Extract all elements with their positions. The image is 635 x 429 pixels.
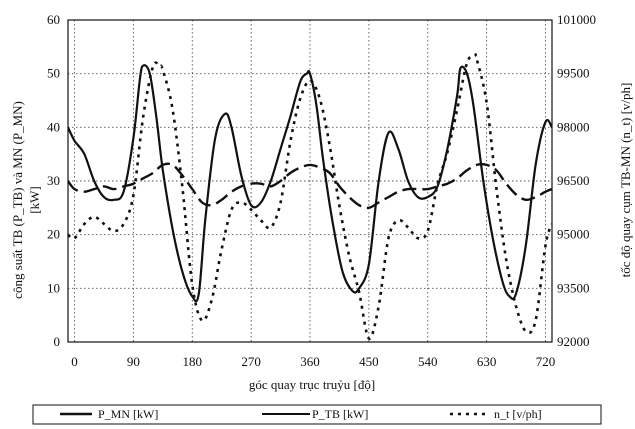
y-right-tick-label: 98000 (557, 119, 590, 134)
legend-label-n-t: n_t [v/ph] (494, 407, 542, 421)
x-tick-label: 90 (127, 354, 140, 369)
y-left-tick-label: 40 (47, 119, 60, 134)
y-left-tick-label: 0 (54, 334, 61, 349)
y-left-tick-label: 50 (47, 66, 60, 81)
x-axis-label: góc quay trục truỷu [độ] (249, 377, 375, 392)
x-tick-label: 270 (241, 354, 261, 369)
y-right-tick-label: 99500 (557, 66, 590, 81)
y-right-tick-label: 93500 (557, 280, 590, 295)
x-tick-label: 450 (359, 354, 379, 369)
legend-box (32, 404, 602, 425)
y-right-tick-label: 96500 (557, 173, 590, 188)
x-tick-label: 360 (300, 354, 320, 369)
y-right-tick-label: 101000 (557, 12, 596, 27)
x-tick-label: 630 (477, 354, 497, 369)
y-right-tick-label: 92000 (557, 334, 590, 349)
right-axis-label: tốc độ quay cụm TB-MN (n_t) [v/ph] (618, 83, 633, 278)
left-axis-label-line-2: [kW] (27, 186, 42, 213)
legend: P_MN [kW] P_TB [kW] n_t [v/ph] (32, 404, 602, 425)
y-left-tick-label: 20 (47, 227, 60, 242)
right-axis-label-text: tốc độ quay cụm TB-MN (n_t) [v/ph] (618, 83, 633, 278)
y-left-tick-label: 60 (47, 12, 60, 27)
series-line-p-mn (68, 162, 552, 210)
left-axis-label-line-1: công suất TB (P_TB) và MN (P_MN) (10, 101, 25, 299)
x-tick-label: 720 (536, 354, 556, 369)
series-line-p-tb (68, 64, 552, 303)
y-left-tick-label: 30 (47, 173, 60, 188)
tick-labels: 0 10 20 30 40 50 60 92000 93500 95000 96500 98000 99… (47, 12, 596, 369)
series-line-n-t (68, 53, 552, 340)
legend-label-p-mn: P_MN [kW] (98, 407, 158, 421)
y-left-tick-label: 10 (47, 280, 60, 295)
series-layer (68, 53, 552, 340)
x-tick-label: 0 (71, 354, 78, 369)
legend-label-p-tb: P_TB [kW] (312, 407, 368, 421)
y-right-tick-label: 95000 (557, 227, 590, 242)
x-tick-label: 540 (418, 354, 438, 369)
left-axis-label: công suất TB (P_TB) và MN (P_MN) [kW] (10, 101, 42, 299)
x-tick-label: 180 (183, 354, 203, 369)
